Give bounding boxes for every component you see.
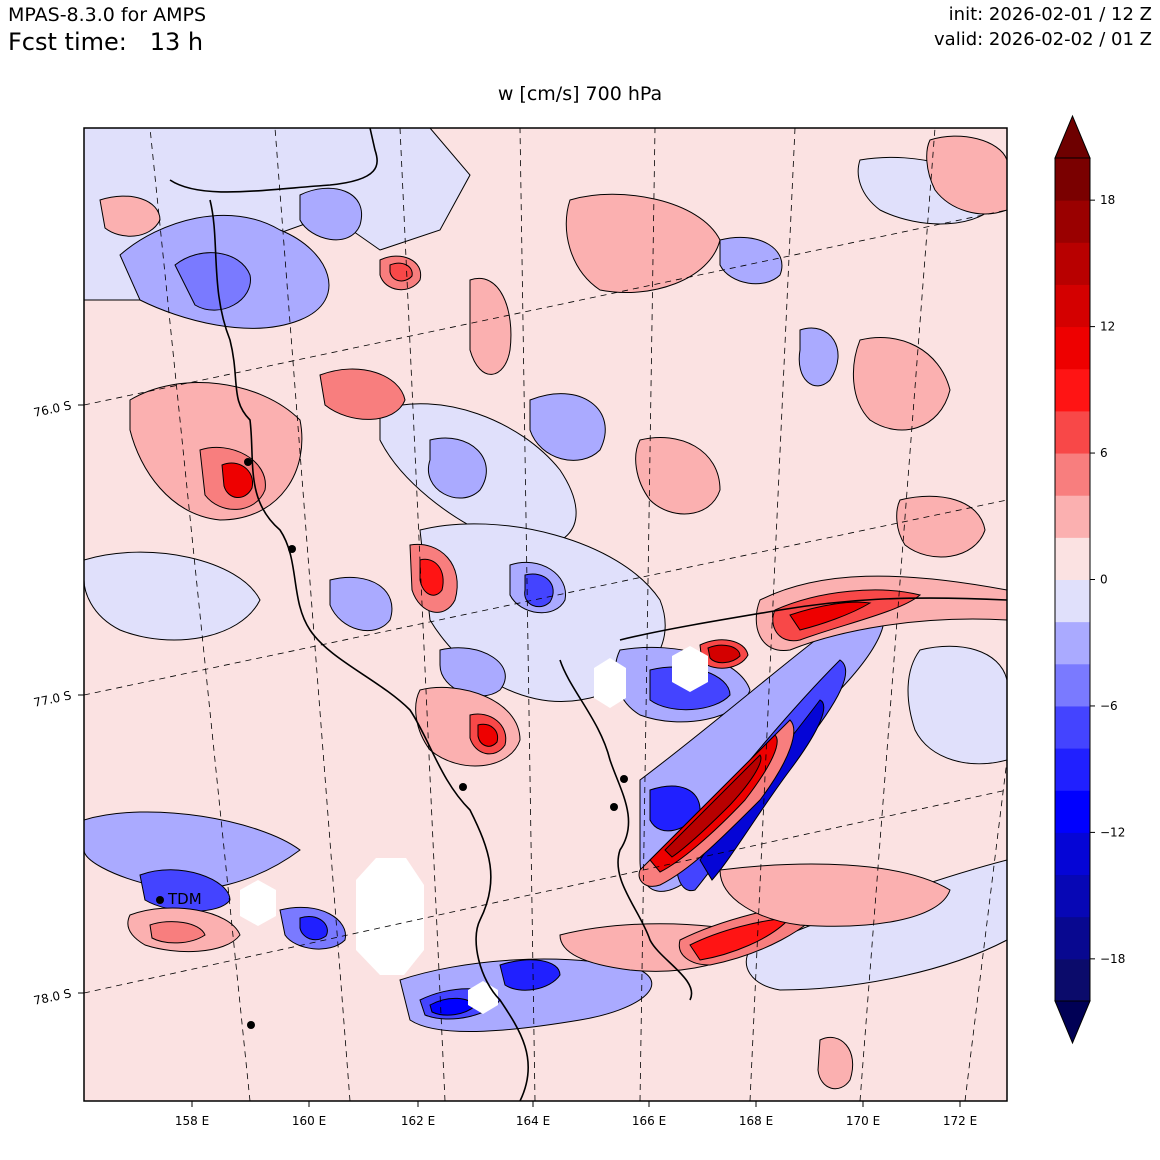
station-marker-tdm <box>156 896 164 904</box>
colorbar-tick-label: 18 <box>1100 193 1115 207</box>
graticule <box>84 128 1007 1101</box>
lon-tick-label: 160 E <box>292 1114 326 1128</box>
longitude-axis: 158 E 160 E 162 E 164 E 166 E 168 E 170 E 172 E <box>175 1101 977 1128</box>
plot-title: w [cm/s] 700 hPa <box>497 83 663 105</box>
colorbar-segment <box>1055 284 1090 328</box>
colorbar-segment <box>1055 705 1090 749</box>
station-marker <box>620 775 628 783</box>
colorbar-tick-label: 6 <box>1100 446 1108 460</box>
forecast-time: Fcst time: 13 h <box>8 28 203 56</box>
station-marker <box>244 458 252 466</box>
colorbar-segment <box>1055 410 1090 454</box>
colorbar: 18 12 6 0 −6 −12 −18 <box>1054 114 1125 1045</box>
station-marker <box>288 545 296 553</box>
valid-time: valid: 2026-02-02 / 01 Z <box>934 29 1152 50</box>
map-panel: TDM <box>84 128 1007 1101</box>
station-marker <box>610 803 618 811</box>
lat-tick-label: 78.0 S <box>32 986 72 1008</box>
model-name: MPAS-8.3.0 for AMPS <box>8 4 207 26</box>
colorbar-segment <box>1055 200 1090 243</box>
missing-data-patches <box>240 646 708 1014</box>
colorbar-segment <box>1055 748 1090 791</box>
station-marker <box>247 1021 255 1029</box>
colorbar-segment <box>1055 832 1090 876</box>
colorbar-segment <box>1055 495 1090 538</box>
colorbar-tick-label: −12 <box>1100 825 1125 839</box>
colorbar-segment <box>1055 663 1090 707</box>
colorbar-tick-label: −6 <box>1100 699 1118 713</box>
station-markers <box>156 458 628 1029</box>
latitude-axis: 76.0 S 77.0 S 78.0 S <box>32 398 84 1008</box>
forecast-time-label: Fcst time: <box>8 28 127 56</box>
lon-tick-label: 172 E <box>943 1114 977 1128</box>
init-time: init: 2026-02-01 / 12 Z <box>948 4 1152 25</box>
colorbar-tick-label: 12 <box>1100 320 1115 334</box>
colorbar-segment <box>1055 453 1090 496</box>
lon-tick-label: 168 E <box>739 1114 773 1128</box>
colorbar-under-arrow <box>1054 1000 1091 1045</box>
colorbar-segment <box>1055 621 1090 665</box>
map-frame <box>83 127 1008 1102</box>
lat-tick-label: 76.0 S <box>32 398 72 420</box>
colorbar-segment <box>1055 537 1090 580</box>
coastline <box>169 128 1007 1101</box>
colorbar-tick-label: −18 <box>1100 952 1125 966</box>
colorbar-segment <box>1055 958 1090 1002</box>
lon-tick-label: 164 E <box>516 1114 550 1128</box>
colorbar-segment <box>1055 158 1090 201</box>
forecast-time-value: 13 h <box>149 28 204 56</box>
colorbar-segment <box>1055 579 1090 623</box>
lon-tick-label: 166 E <box>632 1114 666 1128</box>
lat-tick-label: 77.0 S <box>32 688 72 710</box>
colorbar-segment <box>1055 874 1090 918</box>
lon-tick-label: 158 E <box>175 1114 209 1128</box>
colorbar-segment <box>1055 326 1090 370</box>
lon-tick-label: 162 E <box>401 1114 435 1128</box>
colorbar-tick-label: 0 <box>1100 573 1108 587</box>
station-marker <box>459 783 467 791</box>
colorbar-segment <box>1055 916 1090 960</box>
lon-tick-label: 170 E <box>846 1114 880 1128</box>
station-label-tdm: TDM <box>167 890 202 908</box>
colorbar-segment <box>1055 242 1090 285</box>
upward-motion-areas <box>99 135 1007 1090</box>
colorbar-over-arrow <box>1054 114 1091 159</box>
colorbar-segment <box>1055 790 1090 833</box>
colorbar-segment <box>1055 368 1090 412</box>
